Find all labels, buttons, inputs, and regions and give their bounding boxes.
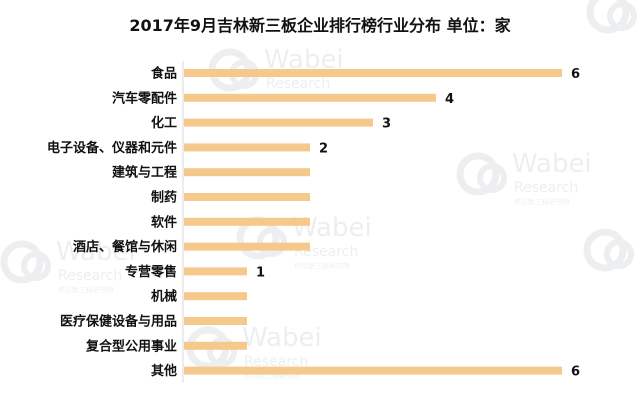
bar [184, 93, 436, 102]
svg-text:挖贝新三板研究院: 挖贝新三板研究院 [58, 285, 114, 294]
category-label: 其他 [151, 363, 177, 379]
bar [184, 292, 247, 301]
category-label: 酒店、餐馆与休闲 [73, 239, 177, 255]
data-label: 3 [382, 117, 391, 132]
data-label: 2 [319, 141, 328, 156]
bar [184, 69, 562, 77]
data-label: 6 [571, 67, 580, 82]
category-label: 复合型公用事业 [85, 338, 177, 354]
category-label: 机械 [151, 289, 177, 305]
svg-text:Research: Research [58, 268, 122, 284]
svg-text:Research: Research [514, 180, 578, 196]
bar [184, 317, 247, 325]
bar [184, 118, 373, 127]
svg-text:Wabei: Wabei [292, 213, 372, 243]
category-label: 电子设备、仪器和元件 [47, 140, 177, 156]
svg-text:Wabei: Wabei [56, 237, 136, 267]
category-label: 制药 [151, 190, 177, 206]
bar [184, 242, 310, 251]
category-label: 医疗保健设备与用品 [60, 314, 177, 330]
category-label: 专营零售 [125, 264, 177, 280]
data-label: 1 [256, 265, 265, 280]
svg-text:挖贝新三板研究院: 挖贝新三板研究院 [294, 261, 350, 270]
bar [184, 217, 310, 226]
bar [184, 366, 562, 375]
bar [184, 341, 247, 350]
svg-text:Wabei: Wabei [512, 149, 592, 179]
bar [184, 267, 247, 276]
category-label: 化工 [151, 115, 177, 131]
svg-text:Research: Research [294, 244, 358, 260]
svg-text:Research: Research [266, 76, 330, 92]
category-label: 食品 [151, 66, 177, 82]
bar [184, 193, 310, 201]
category-label: 建筑与工程 [112, 165, 177, 181]
chart-title: 2017年9月吉林新三板企业排行榜行业分布 单位：家 [129, 16, 511, 35]
bar [184, 143, 310, 152]
bar [184, 168, 310, 177]
bars-group: 食品 6 汽车零配件 4 化工 3 电子设备、仪器和元件 2 建筑与工程制药软件酒店、餐馆与休闲… [47, 61, 580, 383]
svg-text:挖贝新三板研究院: 挖贝新三板研究院 [244, 371, 300, 380]
data-label: 4 [445, 92, 454, 107]
svg-text:Research: Research [244, 354, 308, 370]
category-label: 汽车零配件 [112, 90, 177, 106]
svg-text:Wabei: Wabei [242, 323, 322, 353]
svg-text:挖贝新三板研究院: 挖贝新三板研究院 [514, 197, 570, 206]
data-label: 6 [571, 365, 580, 380]
category-label: 软件 [151, 214, 177, 230]
